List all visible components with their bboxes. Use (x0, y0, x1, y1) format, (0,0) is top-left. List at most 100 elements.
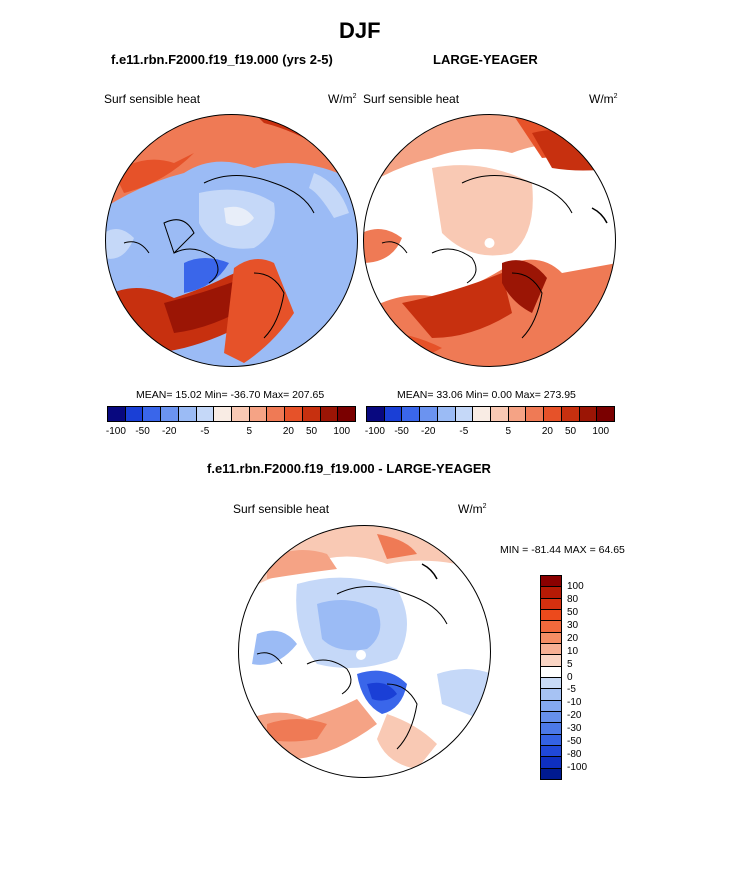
colorbar-swatch (125, 407, 144, 421)
north-pole-marker (484, 238, 495, 248)
colorbar-swatch (541, 689, 561, 701)
colorbar-swatch (541, 734, 561, 746)
colorbar-left (107, 406, 356, 422)
plot-title: DJF (339, 18, 381, 43)
colorbar-swatch (541, 677, 561, 690)
colorbar-tick-label: -100 (364, 426, 385, 437)
colorbar-swatch (561, 407, 580, 421)
colorbar-swatch (541, 723, 561, 735)
colorbar-tick-label: -50 (394, 426, 409, 437)
units-label-left: W/m2 (328, 92, 357, 106)
colorbar-tick-label: -100 (105, 426, 126, 437)
map-large-yeager (363, 114, 616, 367)
colorbar-tick-label: -20 (567, 710, 582, 722)
colorbar-diff-ticks: 100 80 50 30 20 10 5 0 -5 -10 -20 -30 -50 -80 -100 (567, 575, 607, 780)
colorbar-swatch (285, 407, 303, 421)
colorbar-swatch (161, 407, 179, 421)
colorbar-tick-label: 100 (592, 426, 610, 437)
variable-label-right: Surf sensible heat (363, 92, 460, 106)
colorbar-tick-label: 5 (246, 426, 253, 437)
colorbar-swatch (541, 587, 561, 599)
colorbar-swatch (541, 598, 561, 610)
colorbar-tick-label: -5 (459, 426, 469, 437)
stats-diff: MIN = -81.44 MAX = 64.65 (500, 544, 625, 556)
colorbar-tick-label: 50 (567, 606, 579, 618)
colorbar-swatch (267, 407, 286, 421)
colorbar-tick-label: -80 (567, 749, 582, 761)
colorbar-swatch (541, 632, 561, 644)
colorbar-swatch (196, 407, 215, 421)
case-title-right: LARGE-YEAGER (433, 52, 538, 67)
map-difference (238, 525, 491, 778)
diff-title: f.e11.rbn.F2000.f19_f19.000 - LARGE-YEAG… (207, 461, 491, 476)
colorbar-tick-label: 5 (505, 426, 512, 437)
colorbar-tick-label: 20 (282, 426, 294, 437)
colorbar-swatch (302, 407, 321, 421)
colorbar-swatch (541, 700, 561, 712)
colorbar-swatch (455, 407, 474, 421)
colorbar-swatch (473, 407, 492, 421)
colorbar-swatch (541, 655, 561, 667)
colorbar-swatch (597, 407, 615, 421)
units-label-diff: W/m2 (458, 502, 487, 516)
colorbar-swatch (526, 407, 545, 421)
colorbar-swatch (402, 407, 421, 421)
colorbar-right-ticks: -100 -50 -20 -5 5 20 50 100 (364, 426, 615, 440)
colorbar-swatch (491, 407, 509, 421)
colorbar-swatch (541, 745, 561, 758)
colorbar-tick-label: 50 (305, 426, 318, 437)
colorbar-tick-label: 20 (541, 426, 553, 437)
colorbar-right (366, 406, 615, 422)
colorbar-swatch (249, 407, 268, 421)
colorbar-tick-label: 10 (567, 645, 579, 657)
colorbar-swatch (541, 643, 561, 656)
units-label-right: W/m2 (589, 92, 618, 106)
colorbar-tick-label: -5 (567, 684, 576, 696)
colorbar-tick-label: -20 (162, 426, 177, 437)
colorbar-tick-label: -50 (567, 736, 582, 748)
map-model (105, 114, 358, 367)
colorbar-tick-label: 20 (567, 632, 579, 644)
colorbar-left-ticks: -100 -50 -20 -5 5 20 50 100 (105, 426, 356, 440)
colorbar-tick-label: 100 (333, 426, 351, 437)
colorbar-swatch (384, 407, 403, 421)
colorbar-swatch (541, 576, 561, 588)
colorbar-swatch (232, 407, 250, 421)
stats-left: MEAN= 15.02 Min= -36.70 Max= 207.65 (136, 389, 325, 401)
colorbar-swatch (541, 609, 561, 622)
colorbar-swatch (143, 407, 162, 421)
colorbar-tick-label: 30 (567, 619, 579, 631)
variable-label-left: Surf sensible heat (104, 92, 201, 106)
colorbar-swatch (367, 407, 385, 421)
colorbar-swatch (214, 407, 233, 421)
colorbar-swatch (320, 407, 339, 421)
colorbar-diff (540, 575, 562, 780)
colorbar-tick-label: -10 (567, 697, 582, 709)
colorbar-swatch (338, 407, 356, 421)
colorbar-swatch (508, 407, 527, 421)
colorbar-swatch (437, 407, 456, 421)
stats-right: MEAN= 33.06 Min= 0.00 Max= 273.95 (397, 389, 576, 401)
colorbar-tick-label: 100 (567, 581, 584, 592)
variable-label-diff: Surf sensible heat (233, 502, 330, 516)
colorbar-swatch (420, 407, 438, 421)
colorbar-tick-label: 0 (567, 671, 573, 683)
colorbar-swatch (108, 407, 126, 421)
colorbar-tick-label: 50 (564, 426, 577, 437)
colorbar-swatch (541, 711, 561, 724)
colorbar-swatch (541, 621, 561, 633)
colorbar-tick-label: -100 (567, 762, 588, 773)
colorbar-swatch (541, 757, 561, 769)
colorbar-tick-label: -5 (200, 426, 210, 437)
colorbar-swatch (541, 768, 561, 779)
colorbar-swatch (178, 407, 197, 421)
colorbar-tick-label: 80 (567, 593, 579, 605)
case-title-left: f.e11.rbn.F2000.f19_f19.000 (yrs 2-5) (111, 52, 333, 67)
colorbar-tick-label: -30 (567, 723, 582, 735)
north-pole-marker-diff (356, 650, 366, 660)
colorbar-tick-label: 5 (567, 658, 573, 670)
colorbar-swatch (544, 407, 562, 421)
colorbar-swatch (579, 407, 598, 421)
colorbar-tick-label: -50 (135, 426, 150, 437)
colorbar-tick-label: -20 (421, 426, 436, 437)
